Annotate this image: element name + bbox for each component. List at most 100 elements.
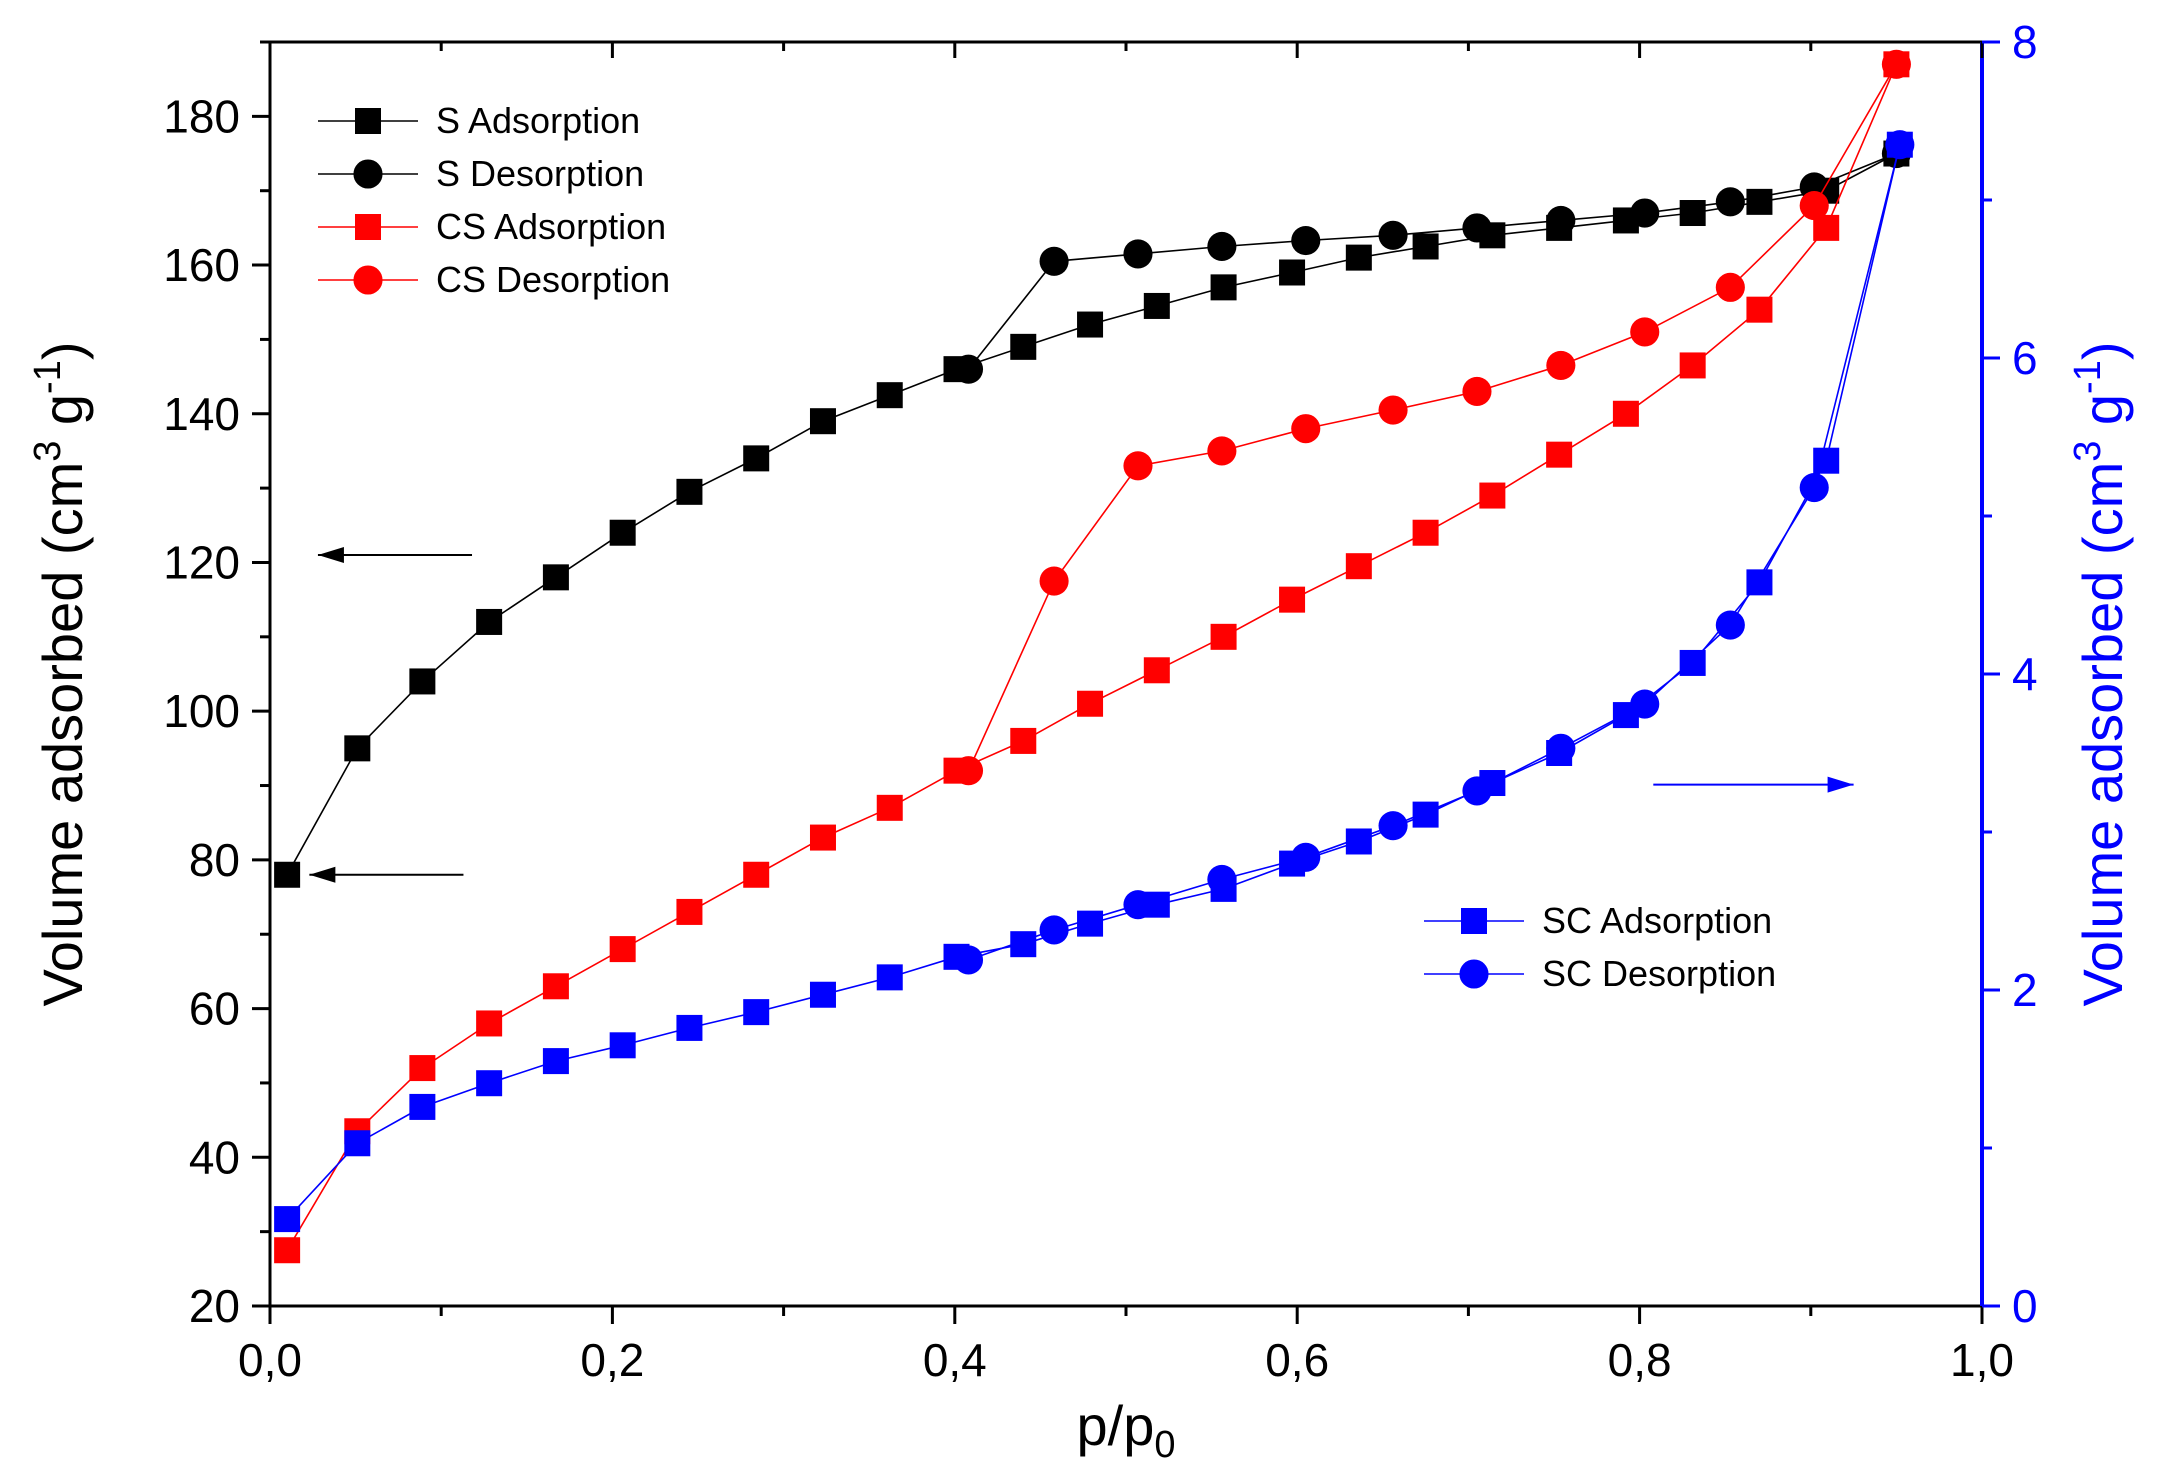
y-left-tick-label: 120 — [163, 536, 240, 588]
data-point — [1039, 566, 1069, 596]
legend-label: SC Desorption — [1542, 953, 1776, 994]
series-s-desorption — [953, 138, 1911, 384]
legend-entry: CS Adsorption — [318, 206, 666, 247]
data-point — [1378, 220, 1408, 250]
y-axis-left-title: Volume adsorbed (cm3 g-1) — [27, 341, 94, 1006]
data-point — [344, 1130, 371, 1157]
data-point — [1143, 292, 1170, 319]
legend-label: CS Adsorption — [436, 206, 666, 247]
axis-pointer-arrow — [317, 547, 473, 564]
data-point — [1207, 864, 1237, 894]
data-point — [1378, 395, 1408, 425]
data-point — [1746, 188, 1773, 215]
x-axis-title: p/p0 — [1077, 1394, 1176, 1466]
data-point — [743, 861, 770, 888]
y-left-tick-label: 60 — [189, 983, 240, 1035]
y-left-title-end: ) — [31, 341, 94, 360]
data-point — [1010, 333, 1037, 360]
x-axis: 0,0 0,2 0,4 0,6 0,8 1,0 — [238, 42, 2014, 1386]
y-right-tick-label: 6 — [2012, 332, 2038, 384]
arrow-head — [1827, 776, 1854, 793]
x-tick-label: 0,4 — [923, 1334, 987, 1386]
data-point — [344, 735, 371, 762]
data-point — [1279, 259, 1306, 286]
data-point — [1077, 910, 1104, 937]
y-left-tick-label: 140 — [163, 388, 240, 440]
data-point — [1881, 49, 1911, 79]
legend-left: S Adsorption S Desorption CS Adsorption CS … — [318, 100, 670, 300]
y-axis-left: 20 40 60 80 100 120 140 160 180 — [163, 40, 270, 1332]
data-point — [1291, 414, 1321, 444]
legend-entry: S Desorption — [318, 153, 644, 194]
x-tick-label: 0,6 — [1265, 1334, 1329, 1386]
legend-marker — [353, 159, 383, 189]
y-right-title-end: ) — [2071, 341, 2134, 360]
data-point — [1546, 205, 1576, 236]
data-point — [1813, 447, 1840, 474]
x-tick-label: 1,0 — [1950, 1334, 2014, 1386]
series-line — [967, 63, 1898, 772]
data-point — [1345, 553, 1372, 580]
data-point — [1039, 915, 1069, 945]
data-point — [609, 1032, 636, 1059]
axis-pointer-arrow — [1653, 776, 1854, 793]
y-right-tick-label: 2 — [2012, 964, 2038, 1016]
data-point — [1462, 213, 1492, 243]
axis-pointer-arrow — [309, 866, 464, 883]
data-point — [1546, 350, 1576, 380]
legend-label: S Adsorption — [436, 100, 640, 141]
data-point — [1799, 191, 1829, 221]
data-point — [876, 382, 903, 409]
data-point — [1462, 376, 1492, 407]
y-left-tick-label: 180 — [163, 90, 240, 142]
data-point — [1799, 473, 1829, 503]
data-point — [743, 445, 770, 472]
data-point — [1077, 690, 1104, 717]
data-point — [1715, 272, 1745, 302]
data-point — [1612, 400, 1639, 427]
y-left-title-sup1: 3 — [27, 441, 69, 462]
y-left-tick-label: 20 — [189, 1280, 240, 1332]
data-point — [1679, 352, 1706, 379]
annotation-layer — [309, 547, 1854, 883]
legend-entry: CS Desorption — [318, 259, 670, 300]
arrow-head — [317, 547, 344, 564]
data-point — [542, 973, 569, 1000]
y-right-title-mid: g — [2071, 394, 2134, 441]
data-point — [476, 1070, 503, 1097]
data-point — [1210, 623, 1237, 650]
data-point — [1412, 801, 1439, 828]
data-point — [609, 519, 636, 546]
data-point — [953, 945, 984, 975]
legend-marker — [1459, 959, 1489, 989]
legend-marker — [353, 265, 383, 295]
y-right-title-main: Volume adsorbed (cm — [2071, 462, 2134, 1007]
y-right-tick-label: 4 — [2012, 648, 2038, 700]
series-sc-desorption — [953, 130, 1915, 975]
x-tick-label: 0,0 — [238, 1334, 302, 1386]
data-point — [1077, 311, 1104, 338]
data-point — [542, 564, 569, 591]
data-point — [1679, 649, 1706, 676]
data-point — [1679, 200, 1706, 227]
data-point — [1546, 733, 1576, 763]
y-left-tick-label: 160 — [163, 239, 240, 291]
data-point — [1412, 519, 1439, 546]
data-point — [809, 824, 836, 851]
data-point — [1546, 441, 1573, 468]
legend-label: CS Desorption — [436, 259, 670, 300]
data-point — [542, 1048, 569, 1075]
x-axis-title-sub: 0 — [1154, 1424, 1175, 1466]
data-point — [743, 999, 770, 1026]
x-tick-label: 0,2 — [580, 1334, 644, 1386]
data-point — [1010, 727, 1037, 754]
legend-right: SC Adsorption SC Desorption — [1424, 900, 1776, 994]
data-point — [1279, 586, 1306, 613]
data-point — [1207, 436, 1237, 466]
data-point — [476, 608, 503, 635]
y-right-title-sup1: 3 — [2067, 441, 2109, 462]
data-point — [1210, 274, 1237, 301]
y-right-tick-label: 0 — [2012, 1280, 2038, 1332]
